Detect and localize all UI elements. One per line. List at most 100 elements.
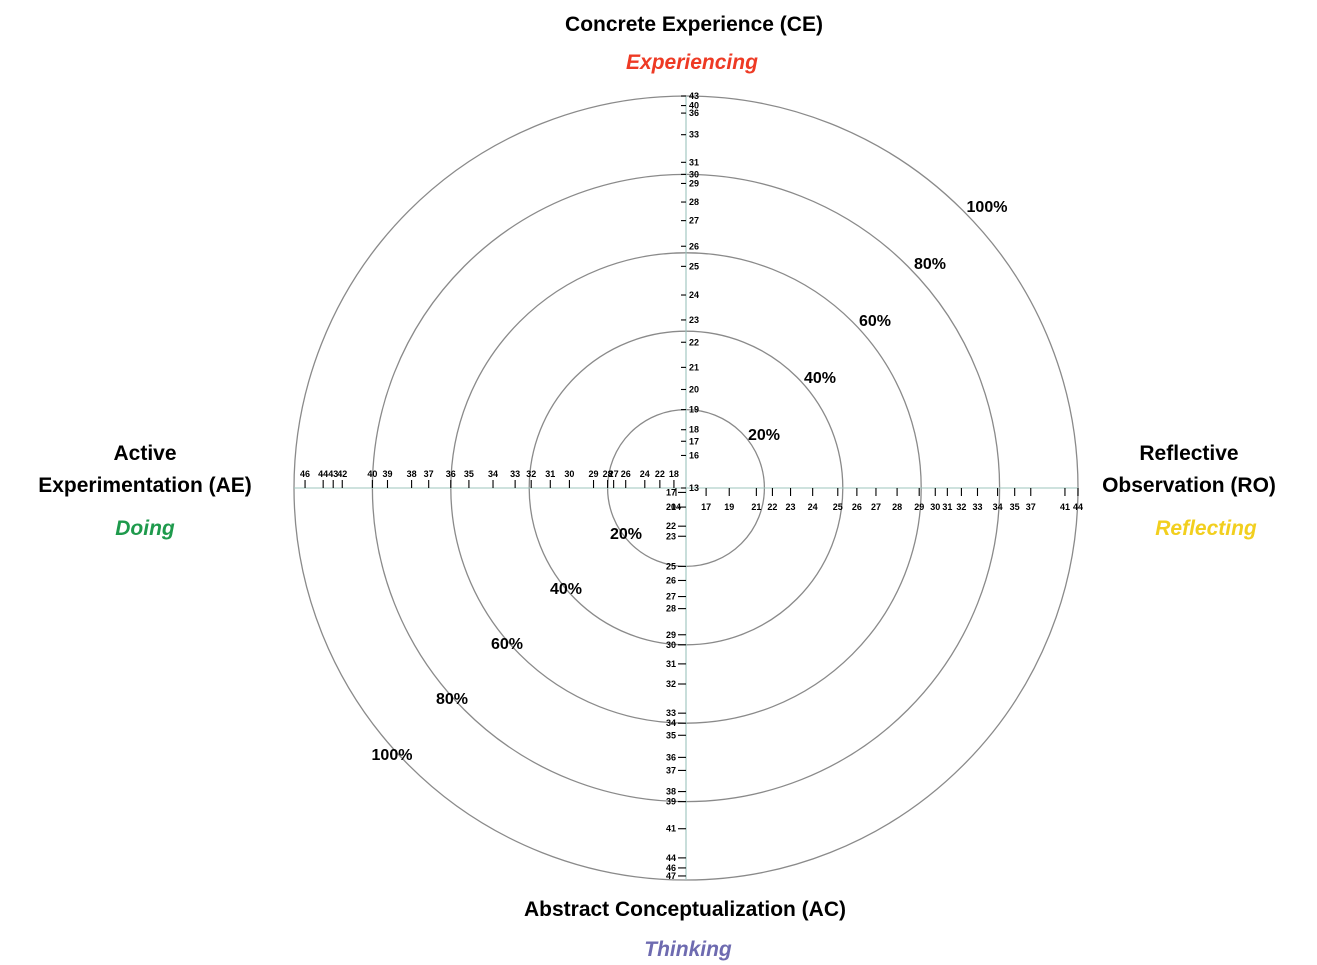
- ac-tick-label: 30: [666, 640, 676, 650]
- ro-tick-label: 29: [914, 502, 924, 512]
- ce-tick-label: 17: [689, 436, 699, 446]
- ro-tick-label: 41: [1060, 502, 1070, 512]
- ring-label-upper-40pct: 40%: [804, 370, 836, 387]
- ae-tick-label: 29: [589, 469, 599, 479]
- ac-tick-label: 37: [666, 765, 676, 775]
- ac-tick-label: 34: [666, 718, 676, 728]
- ac-tick-label: 47: [666, 871, 676, 881]
- ce-tick-label: 36: [689, 108, 699, 118]
- ce-tick-label: 21: [689, 362, 699, 372]
- ae-tick-label: 27: [609, 469, 619, 479]
- ac-tick-label: 35: [666, 730, 676, 740]
- ce-mode: Experiencing: [626, 51, 758, 74]
- ro-tick-label: 31: [942, 502, 952, 512]
- ac-title: Abstract Conceptualization (AC): [524, 898, 846, 921]
- ring-label-upper-80pct: 80%: [914, 256, 946, 273]
- ac-tick-label: 22: [666, 521, 676, 531]
- ae-tick-label: 28: [603, 469, 613, 479]
- ac-tick-label: 32: [666, 679, 676, 689]
- ro-tick-label: 34: [993, 502, 1003, 512]
- ce-tick-label: 30: [689, 169, 699, 179]
- ae-tick-label: 18: [669, 469, 679, 479]
- ro-title-line-1: Reflective: [1139, 442, 1238, 465]
- ce-tick-label: 25: [689, 261, 699, 271]
- ce-tick-label: 20: [689, 384, 699, 394]
- ac-mode: Thinking: [644, 938, 732, 961]
- ro-tick-label: 17: [701, 502, 711, 512]
- ro-tick-label: 35: [1010, 502, 1020, 512]
- ce-tick-label: 40: [689, 101, 699, 111]
- scale-ticks: 1316171819202122232425262728293031333640…: [300, 91, 1083, 881]
- ce-tick-label: 28: [689, 197, 699, 207]
- ae-tick-label: 37: [424, 469, 434, 479]
- percentile-labels: 20% 20% 40% 40% 60% 60% 80% 80% 100% 100%: [372, 199, 1008, 764]
- ce-tick-label: 16: [689, 450, 699, 460]
- ce-tick-label: 27: [689, 216, 699, 226]
- ring-label-upper-100pct: 100%: [967, 199, 1008, 216]
- ac-tick-label: 26: [666, 575, 676, 585]
- ro-tick-label: 33: [972, 502, 982, 512]
- ro-tick-label: 30: [930, 502, 940, 512]
- ac-tick-label: 44: [666, 853, 676, 863]
- ro-tick-label: 14: [671, 502, 681, 512]
- ac-tick-label: 29: [666, 630, 676, 640]
- ae-tick-label: 46: [300, 469, 310, 479]
- ring-label-lower-40pct: 40%: [550, 581, 582, 598]
- ce-tick-label: 23: [689, 315, 699, 325]
- ro-title-line-2: Observation (RO): [1102, 474, 1276, 497]
- ae-tick-label: 30: [564, 469, 574, 479]
- ce-tick-label: 33: [689, 130, 699, 140]
- ce-tick-label: 24: [689, 290, 699, 300]
- ac-tick-label: 39: [666, 797, 676, 807]
- ro-tick-label: 19: [724, 502, 734, 512]
- ce-tick-label: 26: [689, 241, 699, 251]
- ae-tick-label: 35: [464, 469, 474, 479]
- ae-tick-label: 36: [446, 469, 456, 479]
- ae-tick-label: 22: [655, 469, 665, 479]
- ce-title: Concrete Experience (CE): [565, 13, 823, 36]
- ac-tick-label: 25: [666, 561, 676, 571]
- ro-tick-label: 44: [1073, 502, 1083, 512]
- ae-tick-label: 33: [510, 469, 520, 479]
- ac-tick-label: 28: [666, 604, 676, 614]
- ce-tick-label: 29: [689, 178, 699, 188]
- ae-tick-label: 24: [640, 469, 650, 479]
- ce-tick-label: 18: [689, 425, 699, 435]
- ro-tick-label: 25: [833, 502, 843, 512]
- ae-tick-label: 32: [526, 469, 536, 479]
- ce-tick-label: 19: [689, 405, 699, 415]
- ce-tick-label: 13: [689, 483, 699, 493]
- ro-tick-label: 37: [1026, 502, 1036, 512]
- ro-tick-label: 26: [852, 502, 862, 512]
- ac-tick-label: 17: [666, 487, 676, 497]
- ro-tick-label: 21: [751, 502, 761, 512]
- ac-tick-label: 36: [666, 752, 676, 762]
- ae-tick-label: 39: [382, 469, 392, 479]
- ac-tick-label: 20: [666, 502, 676, 512]
- ring-label-lower-60pct: 60%: [491, 636, 523, 653]
- ac-tick-label: 38: [666, 787, 676, 797]
- ae-tick-label: 44: [318, 469, 328, 479]
- ro-tick-label: 24: [808, 502, 818, 512]
- ac-tick-label: 23: [666, 531, 676, 541]
- ae-tick-label: 43: [328, 469, 338, 479]
- ce-tick-label: 31: [689, 157, 699, 167]
- ring-label-upper-60pct: 60%: [859, 313, 891, 330]
- ring-label-lower-80pct: 80%: [436, 691, 468, 708]
- ae-title-line-2: Experimentation (AE): [38, 474, 252, 497]
- ro-tick-label: 28: [892, 502, 902, 512]
- ae-tick-label: 31: [545, 469, 555, 479]
- ring-label-lower-20pct: 20%: [610, 526, 642, 543]
- ro-tick-label: 32: [956, 502, 966, 512]
- ac-tick-label: 33: [666, 708, 676, 718]
- ro-tick-label: 27: [871, 502, 881, 512]
- ro-tick-label: 23: [786, 502, 796, 512]
- ae-tick-label: 42: [337, 469, 347, 479]
- ae-mode: Doing: [115, 517, 175, 540]
- ae-tick-label: 38: [407, 469, 417, 479]
- ae-title-line-1: Active: [113, 442, 176, 465]
- ac-tick-label: 31: [666, 659, 676, 669]
- ce-tick-label: 22: [689, 337, 699, 347]
- ac-tick-label: 41: [666, 824, 676, 834]
